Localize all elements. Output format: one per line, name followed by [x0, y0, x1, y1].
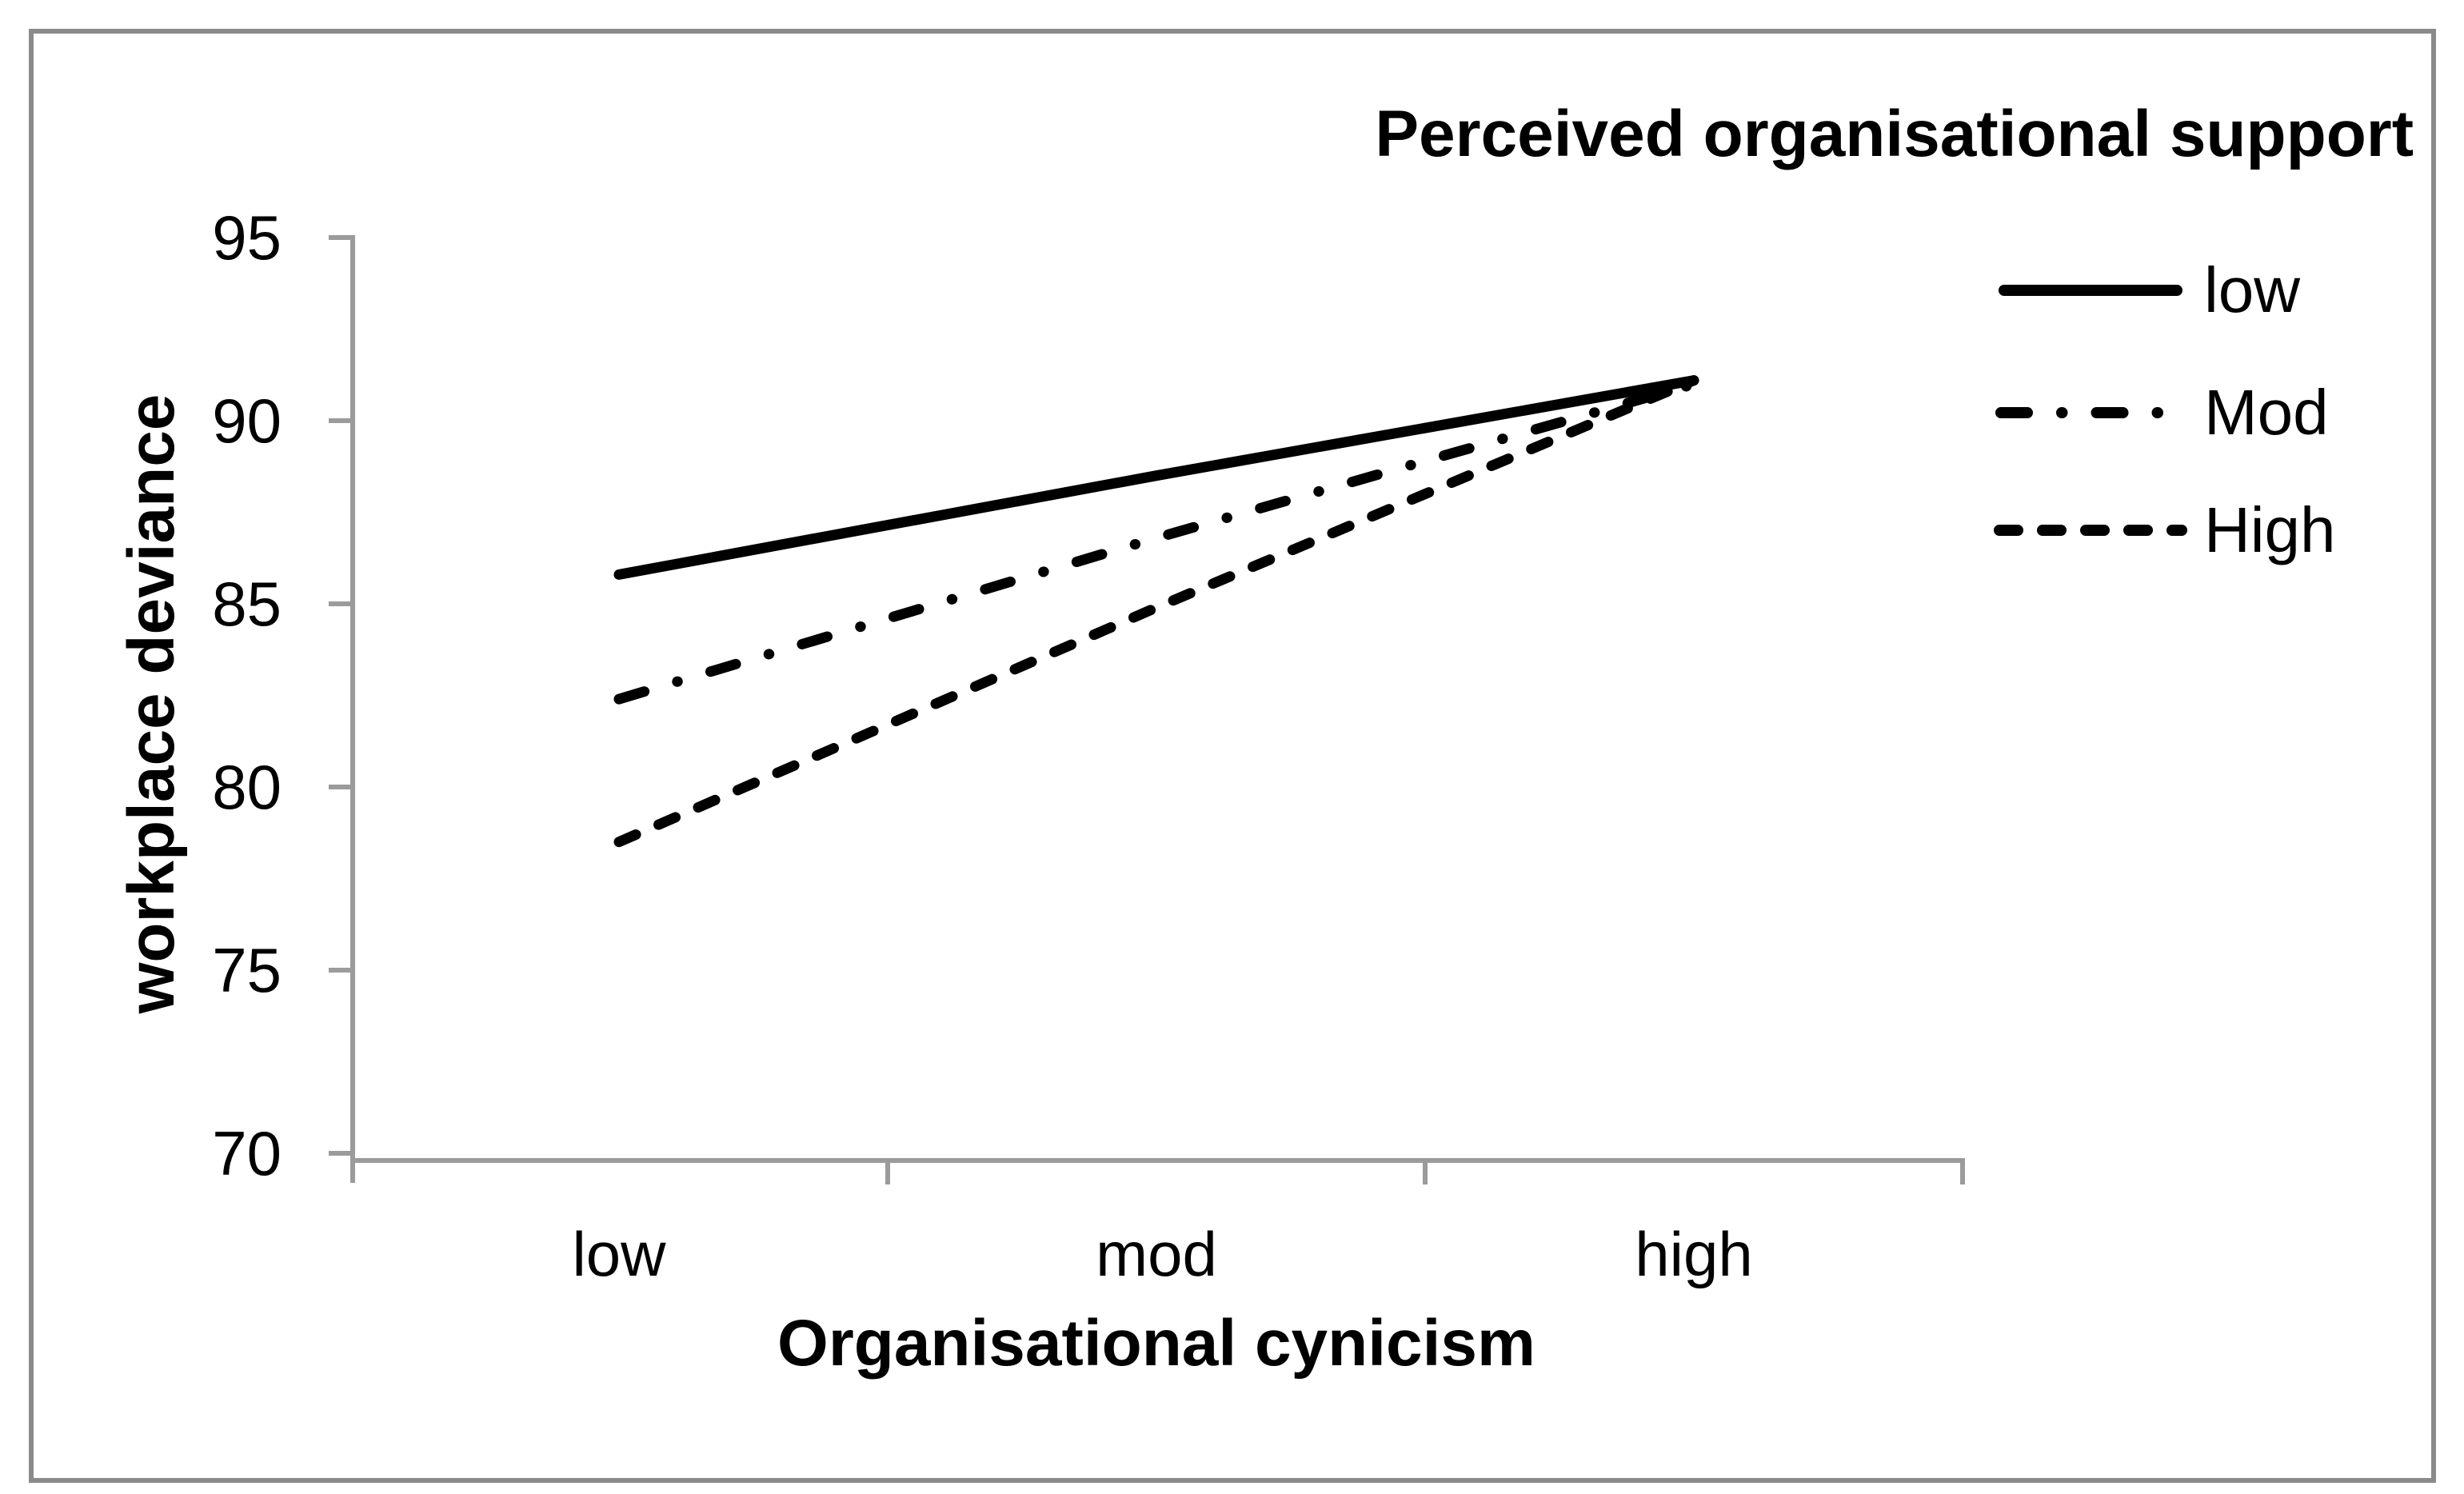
y-tick-label: 75: [212, 935, 282, 1005]
y-axis-title: workplace deviance: [115, 393, 188, 1014]
figure-border-frame: [29, 29, 2436, 1483]
legend-title: Perceived organisational support: [1375, 98, 2414, 170]
series-line-high-support: [613, 375, 1699, 848]
x-axis-ticks: [885, 1160, 1965, 1184]
x-tick-label: high: [1635, 1219, 1753, 1289]
y-tick-label: 85: [212, 569, 282, 639]
legend-item-label: High: [2204, 494, 2336, 565]
legend-item-label: low: [2204, 254, 2301, 326]
series-line-low-support: [613, 375, 1699, 580]
x-tick-label: low: [572, 1219, 666, 1289]
y-axis-ticks: [329, 235, 353, 1156]
y-tick-label: 80: [212, 752, 282, 822]
y-tick-label: 95: [212, 202, 282, 273]
series-line-mod-support: [613, 378, 1699, 705]
x-tick-label: mod: [1096, 1219, 1217, 1289]
x-axis-title: Organisational cynicism: [777, 1307, 1536, 1380]
legend-item-label: Mod: [2204, 377, 2329, 448]
y-tick-label: 90: [212, 385, 282, 456]
y-tick-label: 70: [212, 1118, 282, 1188]
legend-samples: [1994, 285, 2187, 536]
